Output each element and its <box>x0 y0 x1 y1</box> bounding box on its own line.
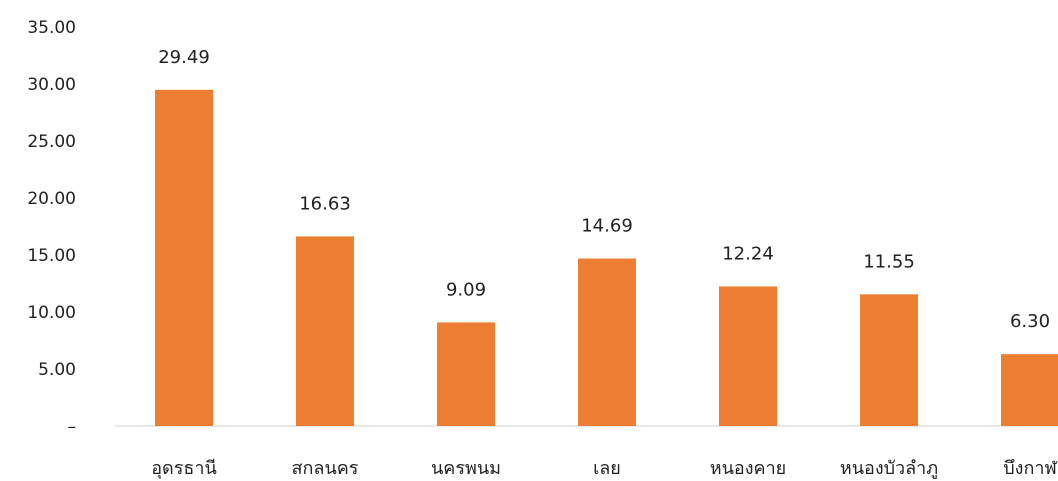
data-label: 11.55 <box>863 251 915 272</box>
bar <box>719 286 777 426</box>
x-category-label: เลย <box>593 458 621 479</box>
x-category-label: หนองบัวลำภู <box>840 458 938 479</box>
bar <box>155 89 213 427</box>
y-tick-label: 25.00 <box>27 132 76 152</box>
x-category-label: นครพนม <box>431 458 501 479</box>
data-labels: 29.49 16.63 9.09 14.69 12.24 11.55 6.30 <box>158 47 1050 332</box>
data-label: 16.63 <box>299 193 351 214</box>
y-tick-label: 15.00 <box>27 246 76 266</box>
y-tick-label: 10.00 <box>27 303 76 323</box>
x-category-label: อุดรธานี <box>151 458 217 479</box>
bar <box>437 322 495 426</box>
x-axis-labels: อุดรธานี สกลนคร นครพนม เลย หนองคาย หนองบัวลำภ… <box>151 458 1057 479</box>
y-axis: – 5.00 10.00 15.00 20.00 25.00 30.00 35.00 <box>27 18 76 437</box>
bars <box>155 89 1058 427</box>
data-label: 29.49 <box>158 47 210 68</box>
data-label: 6.30 <box>1010 311 1050 332</box>
data-label: 12.24 <box>722 243 774 264</box>
y-tick-label: 20.00 <box>27 189 76 209</box>
y-tick-label: – <box>68 417 77 437</box>
y-tick-label: 5.00 <box>38 360 76 380</box>
x-category-label: สกลนคร <box>292 458 359 479</box>
bar <box>296 236 354 426</box>
bar <box>578 258 636 426</box>
bar <box>860 294 918 426</box>
x-category-label: หนองคาย <box>710 458 786 479</box>
y-tick-label: 30.00 <box>27 75 76 95</box>
data-label: 14.69 <box>581 216 633 237</box>
y-tick-label: 35.00 <box>27 18 76 38</box>
bar <box>1001 354 1058 426</box>
data-label: 9.09 <box>446 279 486 300</box>
x-category-label: บึงกาฬ <box>1003 458 1057 479</box>
